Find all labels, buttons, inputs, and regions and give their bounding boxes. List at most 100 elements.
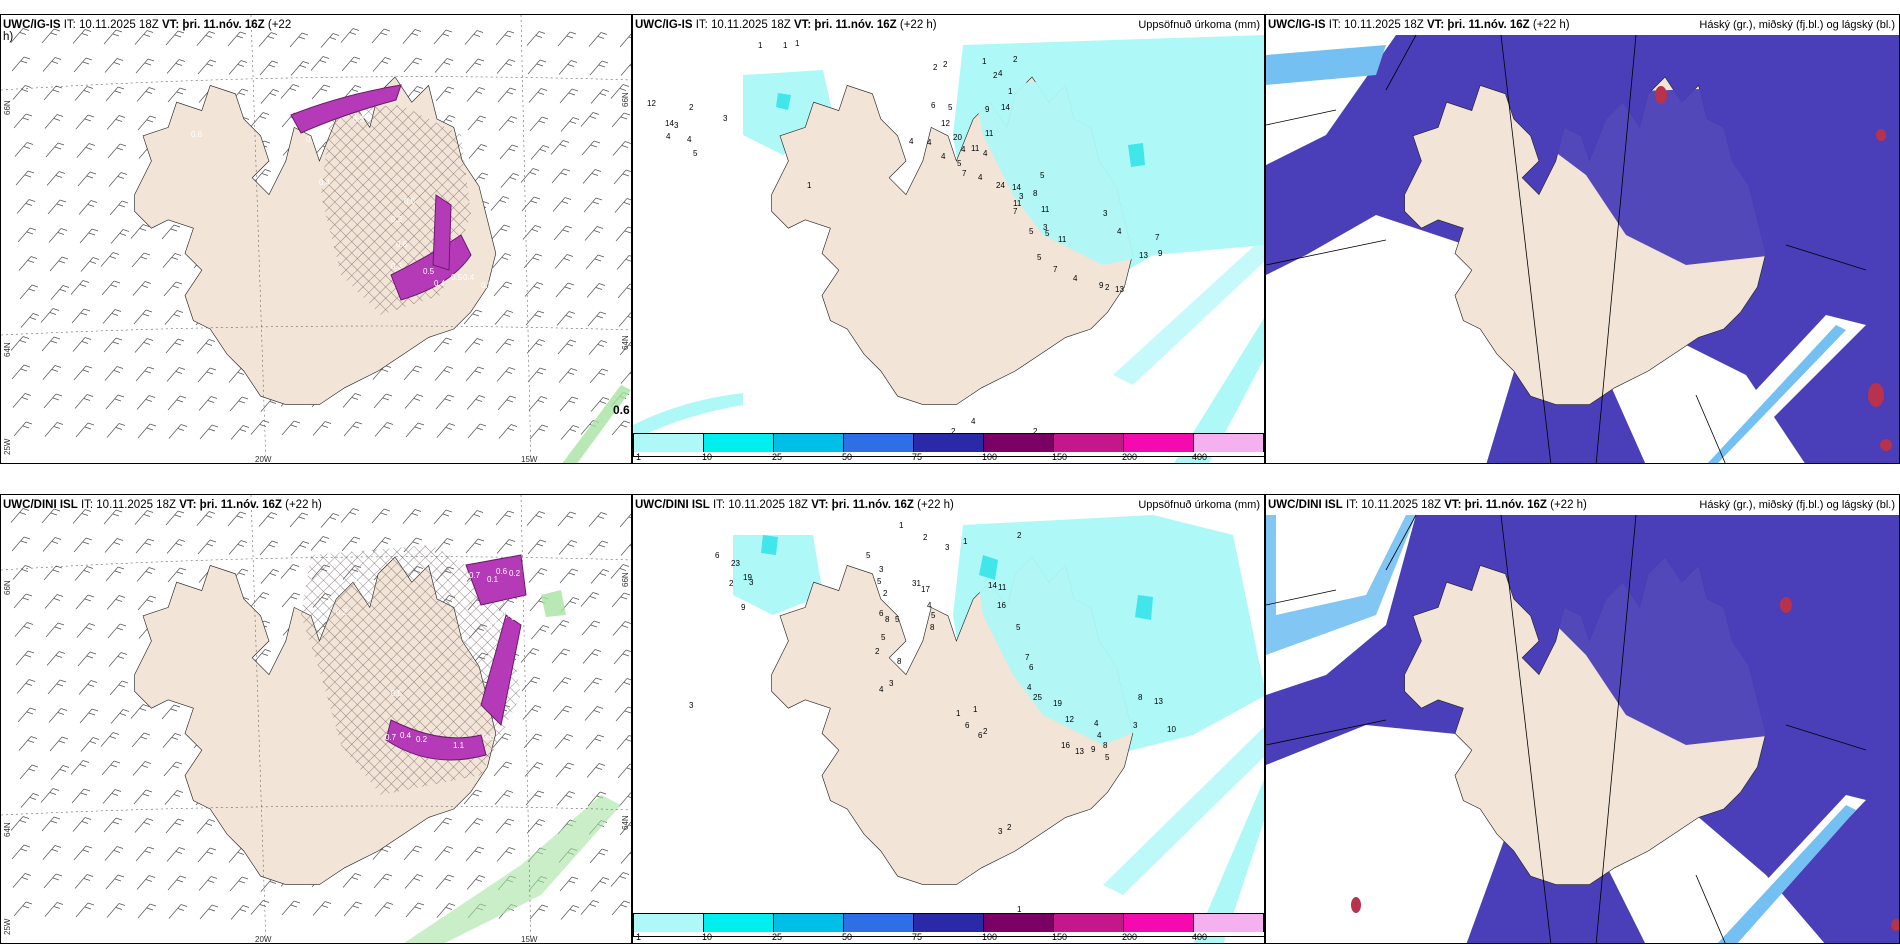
wind-barb <box>530 145 550 160</box>
wind-barb <box>199 424 219 440</box>
wind-barb <box>44 422 64 437</box>
wind-barb <box>529 424 549 440</box>
wind-barb <box>463 309 483 325</box>
wind-barb <box>560 425 580 440</box>
wind-barb <box>79 228 99 244</box>
wind-barb <box>530 625 550 640</box>
wind-barb <box>528 568 548 583</box>
wind-barb <box>580 900 600 915</box>
precip-mid-3 <box>761 535 778 555</box>
wind-barb <box>496 59 516 74</box>
wind-barb <box>42 845 62 860</box>
wind-barb <box>80 737 100 752</box>
wind-barb <box>550 620 570 635</box>
wind-barb <box>342 393 362 408</box>
wind-barb <box>20 793 40 808</box>
wind-barb <box>166 59 186 74</box>
wind-barb <box>103 29 123 45</box>
wind-barb <box>165 338 185 354</box>
value-label: 6 <box>931 101 936 110</box>
wind-barb <box>18 736 38 751</box>
wind-barb <box>371 28 391 44</box>
wind-barb <box>168 904 188 919</box>
value-label: 11 <box>1058 235 1067 244</box>
dini-precip-map <box>733 515 1264 943</box>
value-label: 4 <box>1094 719 1099 728</box>
wind-barb <box>45 142 65 158</box>
wind-barb <box>196 511 216 526</box>
value-label: 1 <box>956 709 961 718</box>
wind-barb <box>310 56 330 71</box>
value-label: 5 <box>895 615 900 624</box>
colorbar-swatch <box>1124 914 1194 932</box>
wind-barb <box>13 421 33 437</box>
wind-barb <box>11 56 31 72</box>
value-label: 8 <box>885 615 890 624</box>
value-label: 0.2 <box>336 608 348 617</box>
wind-barb <box>100 732 120 747</box>
wind-barb <box>526 819 546 834</box>
value-label: 4 <box>961 145 966 154</box>
wind-barb <box>10 816 30 831</box>
wind-barb <box>104 58 124 73</box>
value-label: 0.6 <box>488 621 500 630</box>
value-label: 0.4 <box>463 273 475 282</box>
value-label: 2 <box>883 589 888 598</box>
ig-cloud-map <box>1266 15 1899 463</box>
wind-barb <box>616 255 631 270</box>
colorbar-swatch <box>704 434 774 452</box>
value-label: 5 <box>1105 753 1110 762</box>
wind-barb <box>135 538 155 554</box>
wind-barb <box>560 117 580 132</box>
wind-barb <box>164 310 184 325</box>
wind-barb <box>620 543 631 556</box>
wind-barb <box>582 169 602 184</box>
wind-barb <box>196 31 216 46</box>
value-label: 5 <box>877 577 882 586</box>
wind-barb <box>312 421 332 436</box>
wind-barb <box>161 224 181 240</box>
colorbar-swatch <box>1124 434 1194 452</box>
wind-barb <box>615 706 631 722</box>
precip-mid-2 <box>979 555 998 580</box>
wind-barb <box>196 339 216 354</box>
colorbar-label: 50 <box>842 452 853 462</box>
wind-barb <box>491 224 511 240</box>
wind-barb <box>164 790 184 805</box>
colorbar-label: 10 <box>702 932 713 942</box>
wind-barb <box>618 312 631 327</box>
wind-barb <box>11 364 31 380</box>
value-label: 2 <box>729 579 734 588</box>
wind-barb <box>281 900 301 916</box>
wind-barb <box>527 59 547 75</box>
wind-barb <box>342 873 362 888</box>
value-label: 2 <box>1007 823 1012 832</box>
wind-barb <box>14 142 34 157</box>
wind-barb <box>10 508 30 523</box>
wind-barb <box>584 226 604 241</box>
value-label: 2 <box>1017 531 1022 540</box>
colorbar-swatch <box>1194 434 1264 452</box>
panel-ig-cloud: UWC/IG-IS IT: 10.11.2025 18Z VT: þri. 11… <box>1265 14 1900 464</box>
colorbar-label: 25 <box>772 452 783 462</box>
wind-barb <box>44 902 64 917</box>
wind-barb <box>109 680 129 696</box>
value-label: 5 <box>1045 229 1050 238</box>
wind-barb <box>167 875 187 891</box>
colorbar-label: 100 <box>982 932 998 942</box>
wind-barb <box>74 86 94 101</box>
wind-barb <box>74 566 94 581</box>
value-label: 3 <box>1019 192 1024 201</box>
wind-barb <box>528 88 548 103</box>
wind-barb <box>588 32 608 47</box>
value-label: 9 <box>985 105 990 114</box>
value-label: 3 <box>674 121 679 130</box>
wind-barb <box>405 902 425 918</box>
value-label: 2 <box>993 71 998 80</box>
value-label: 4 <box>909 137 914 146</box>
value-label: 11 <box>985 129 994 138</box>
wind-barb <box>466 87 486 102</box>
value-label: 1 <box>973 705 978 714</box>
value-label: 11 <box>1013 199 1022 208</box>
value-label: 1.1 <box>353 112 365 121</box>
